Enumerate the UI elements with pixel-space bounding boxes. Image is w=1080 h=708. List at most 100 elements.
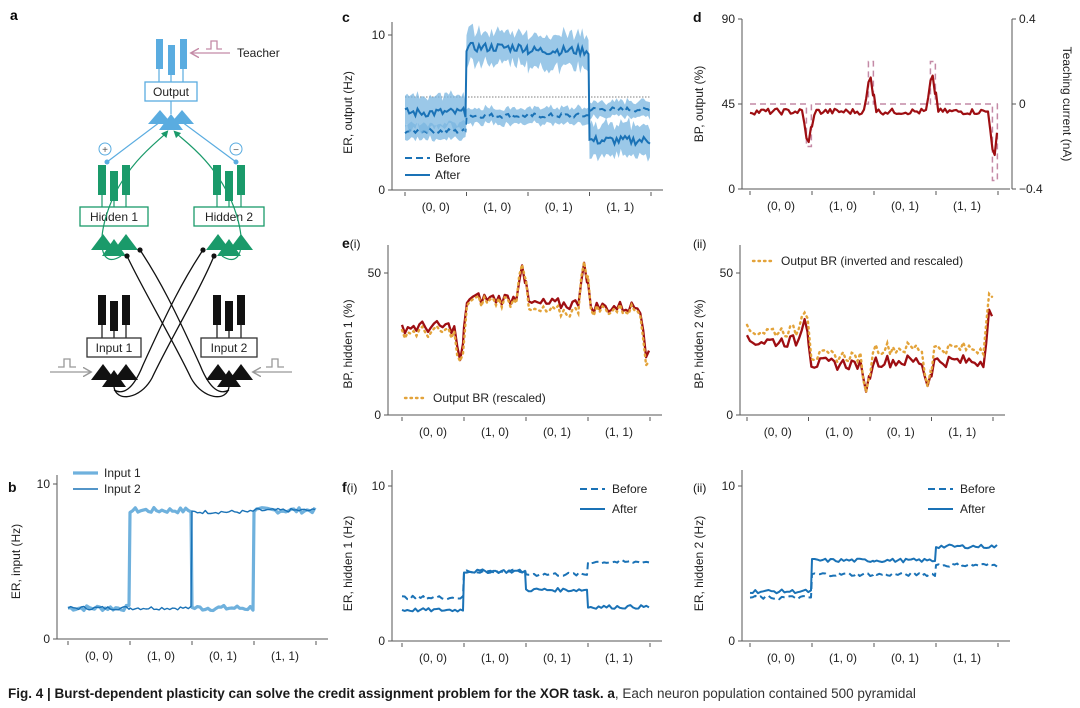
series-bp-hidden bbox=[745, 308, 994, 393]
minus-icon bbox=[229, 142, 243, 156]
y-axis-label: BP, hidden 1 (%) bbox=[341, 299, 355, 388]
x-tick-label: (0, 1) bbox=[209, 649, 237, 663]
x-tick-label: (0, 1) bbox=[891, 199, 919, 213]
chart-f-i: f(i) 0 10 ER, hidden 1 (Hz) (0, 0) (1, 0) (0, … bbox=[341, 470, 662, 665]
teacher-pulse-icon bbox=[206, 40, 222, 50]
y-tick-label: 10 bbox=[372, 479, 386, 493]
panel-label-e_i: e(i) bbox=[342, 235, 360, 251]
output-label: Output bbox=[153, 85, 190, 99]
panel-label-d: d bbox=[693, 9, 702, 25]
input1-to-hidden2-connection bbox=[113, 255, 215, 398]
output-dendrite-3 bbox=[180, 39, 187, 69]
y-tick-label: 10 bbox=[722, 479, 736, 493]
legend-label-input-1: Input 1 bbox=[104, 466, 141, 480]
y-tick-label: 0 bbox=[378, 634, 385, 648]
legend-label-after: After bbox=[435, 168, 460, 182]
y-axis-label: BP, output (%) bbox=[692, 66, 706, 143]
chart-e-ii: (ii) 0 50 BP, hidden 2 (%) (0, 0) (1, 0) (0, 1… bbox=[692, 237, 1005, 439]
y-axis-label: ER, output (Hz) bbox=[341, 71, 355, 154]
legend-label-before: Before bbox=[612, 482, 648, 496]
legend-label-output-br: Output BR (rescaled) bbox=[433, 391, 546, 405]
panel-sublabel-f_ii: (ii) bbox=[693, 481, 706, 495]
hidden2-box bbox=[193, 206, 265, 227]
minus-sign: − bbox=[233, 145, 239, 156]
output-to-hidden2-connection bbox=[181, 121, 237, 163]
series-before bbox=[749, 562, 998, 601]
figure-caption: Fig. 4 | Burst-dependent plasticity can … bbox=[8, 686, 916, 701]
series-input-2 bbox=[67, 507, 316, 611]
chart-c: c 0 10 ER, output (Hz) (0, 0) (1, 0) (0, 1) (1,… bbox=[341, 9, 663, 214]
panel-label-b: b bbox=[8, 479, 17, 495]
y-tick-label: 0 bbox=[378, 183, 385, 197]
x-tick-label: (1, 0) bbox=[481, 425, 509, 439]
x-tick-label: (0, 0) bbox=[764, 425, 792, 439]
x-tick-label: (1, 0) bbox=[483, 200, 511, 214]
chart-f-ii: (ii) 0 10 ER, hidden 2 (Hz) (0, 0) (1, 0) (0, … bbox=[692, 470, 1010, 665]
x-tick-label: (0, 1) bbox=[545, 200, 573, 214]
y-tick-label: 10 bbox=[37, 477, 51, 491]
x-tick-label: (1, 1) bbox=[605, 425, 633, 439]
chart-b: b 0 10 ER, input (Hz) (0, 0) (1, 0) (0, 1) (1, … bbox=[8, 466, 328, 663]
x-tick-label: (1, 0) bbox=[825, 425, 853, 439]
y-axis-label: ER, input (Hz) bbox=[9, 524, 23, 599]
output-soma-2 bbox=[159, 114, 183, 130]
y2-tick-label: 0 bbox=[1019, 97, 1026, 111]
x-tick-label: (0, 1) bbox=[891, 651, 919, 665]
teacher-input: Teacher bbox=[192, 40, 280, 60]
legend-label-after: After bbox=[960, 502, 985, 516]
x-tick-label: (1, 1) bbox=[953, 199, 981, 213]
plus-sign: + bbox=[102, 145, 108, 156]
y-axis-label: ER, hidden 2 (Hz) bbox=[692, 516, 706, 611]
y-tick-label: 10 bbox=[372, 28, 386, 42]
panel-label-c: c bbox=[342, 9, 350, 25]
plus-icon bbox=[98, 142, 112, 156]
input2-to-hidden1-connection bbox=[126, 255, 230, 398]
legend-label-before: Before bbox=[435, 151, 471, 165]
y2-tick-label: 0.4 bbox=[1019, 12, 1036, 26]
series-after bbox=[404, 41, 651, 148]
diagram-a: a Output Teacher + − bbox=[10, 7, 292, 398]
output-population: Output bbox=[144, 39, 198, 130]
y-tick-label: 50 bbox=[368, 266, 382, 280]
output-dendrite-2 bbox=[168, 45, 175, 75]
panel-sublabel-e_ii: (ii) bbox=[693, 237, 706, 251]
x-tick-label: (0, 1) bbox=[887, 425, 915, 439]
hidden1-label: Hidden 1 bbox=[90, 210, 138, 224]
x-tick-label: (1, 0) bbox=[481, 651, 509, 665]
x-tick-label: (1, 1) bbox=[606, 200, 634, 214]
y-tick-label: 0 bbox=[374, 408, 381, 422]
x-tick-label: (0, 0) bbox=[422, 200, 450, 214]
y-tick-label: 90 bbox=[722, 12, 736, 26]
y-tick-label: 0 bbox=[726, 408, 733, 422]
legend-label-after: After bbox=[612, 502, 637, 516]
x-tick-label: (1, 0) bbox=[829, 199, 857, 213]
series-before bbox=[404, 105, 651, 135]
hidden1-box bbox=[79, 206, 149, 227]
teacher-label: Teacher bbox=[237, 46, 280, 60]
x-tick-label: (1, 1) bbox=[953, 651, 981, 665]
input2-pulse-icon bbox=[266, 358, 284, 368]
x-tick-label: (1, 1) bbox=[948, 425, 976, 439]
input2-to-hidden1-connection-2 bbox=[139, 249, 230, 393]
x-tick-label: (1, 1) bbox=[605, 651, 633, 665]
x-tick-label: (0, 0) bbox=[767, 651, 795, 665]
series-after bbox=[401, 568, 650, 613]
x-tick-label: (0, 1) bbox=[543, 651, 571, 665]
x-tick-label: (0, 0) bbox=[85, 649, 113, 663]
input1-label: Input 1 bbox=[96, 341, 133, 355]
x-tick-label: (1, 0) bbox=[147, 649, 175, 663]
y-axis-label: ER, hidden 1 (Hz) bbox=[341, 516, 355, 611]
output-soma-3 bbox=[170, 110, 194, 124]
output-dendrite-1 bbox=[156, 39, 163, 69]
series-output-br bbox=[400, 261, 651, 369]
chart-e-i: e(i) 0 50 BP, hidden 1 (%) (0, 0) (1, 0) (0, 1… bbox=[341, 235, 662, 439]
series-bp-output bbox=[749, 74, 999, 157]
panel-sublabel: (i) bbox=[347, 481, 358, 495]
series-teaching-current bbox=[750, 60, 999, 182]
x-tick-label: (1, 1) bbox=[271, 649, 299, 663]
y-axis-label: BP, hidden 2 (%) bbox=[692, 299, 706, 388]
x-tick-label: (1, 0) bbox=[829, 651, 857, 665]
y2-tick-label: −0.4 bbox=[1019, 182, 1043, 196]
chart-d: d 0 45 90 BP, output (%) (0, 0) (1, 0) (0, 1) (1… bbox=[692, 9, 1074, 213]
